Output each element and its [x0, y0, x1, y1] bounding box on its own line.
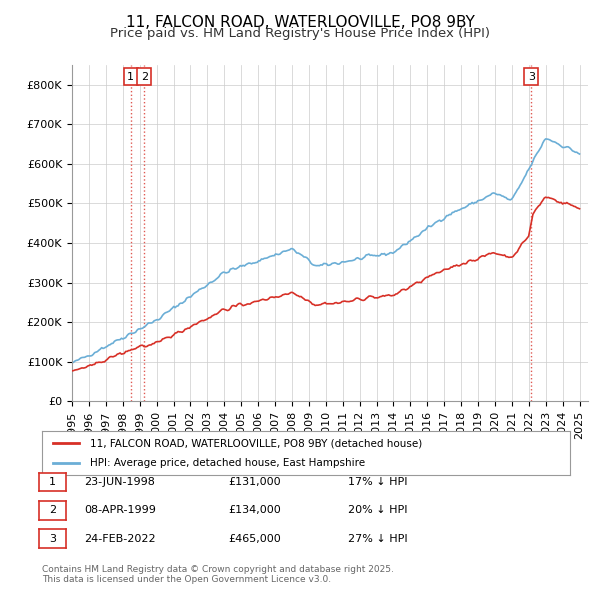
Text: 2: 2 — [49, 506, 56, 515]
Text: 1: 1 — [49, 477, 56, 487]
Text: HPI: Average price, detached house, East Hampshire: HPI: Average price, detached house, East… — [89, 458, 365, 467]
Text: Contains HM Land Registry data © Crown copyright and database right 2025.
This d: Contains HM Land Registry data © Crown c… — [42, 565, 394, 584]
Text: 3: 3 — [528, 72, 535, 82]
Text: 1: 1 — [127, 72, 134, 82]
Text: £134,000: £134,000 — [228, 506, 281, 515]
Text: 23-JUN-1998: 23-JUN-1998 — [84, 477, 155, 487]
Text: 20% ↓ HPI: 20% ↓ HPI — [348, 506, 407, 515]
Text: 17% ↓ HPI: 17% ↓ HPI — [348, 477, 407, 487]
Text: 24-FEB-2022: 24-FEB-2022 — [84, 534, 155, 543]
Text: 11, FALCON ROAD, WATERLOOVILLE, PO8 9BY (detached house): 11, FALCON ROAD, WATERLOOVILLE, PO8 9BY … — [89, 438, 422, 448]
Text: £131,000: £131,000 — [228, 477, 281, 487]
Text: 08-APR-1999: 08-APR-1999 — [84, 506, 156, 515]
Text: 11, FALCON ROAD, WATERLOOVILLE, PO8 9BY: 11, FALCON ROAD, WATERLOOVILLE, PO8 9BY — [125, 15, 475, 30]
Text: 2: 2 — [140, 72, 148, 82]
Text: 27% ↓ HPI: 27% ↓ HPI — [348, 534, 407, 543]
Text: Price paid vs. HM Land Registry's House Price Index (HPI): Price paid vs. HM Land Registry's House … — [110, 27, 490, 40]
Text: 3: 3 — [49, 534, 56, 543]
Text: £465,000: £465,000 — [228, 534, 281, 543]
